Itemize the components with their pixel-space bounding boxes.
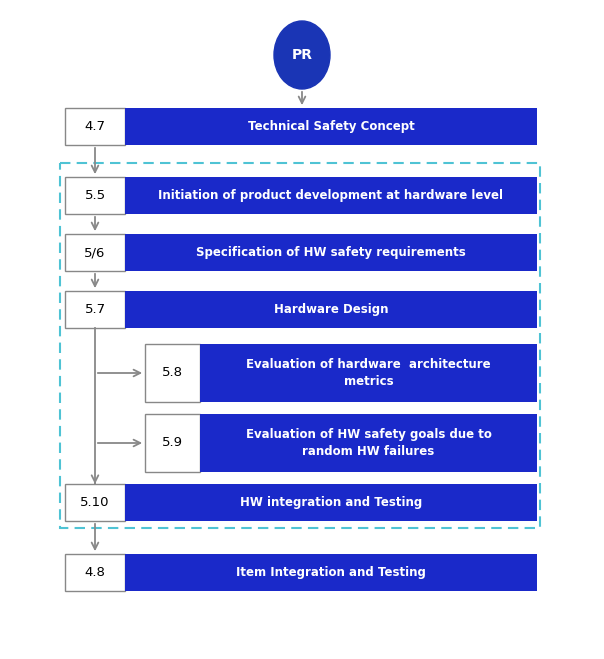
Bar: [65, 484, 125, 521]
Bar: [65, 554, 125, 591]
Bar: [65, 108, 125, 145]
Text: 5.7: 5.7: [85, 303, 106, 316]
Bar: [60, 163, 540, 528]
Text: Technical Safety Concept: Technical Safety Concept: [248, 120, 414, 133]
Text: Initiation of product development at hardware level: Initiation of product development at har…: [158, 189, 504, 202]
Text: PR: PR: [292, 48, 312, 62]
Bar: [125, 291, 537, 328]
Text: 4.8: 4.8: [85, 566, 106, 579]
Bar: [125, 554, 537, 591]
Text: Evaluation of HW safety goals due to
random HW failures: Evaluation of HW safety goals due to ran…: [246, 428, 492, 458]
Text: Specification of HW safety requirements: Specification of HW safety requirements: [196, 246, 466, 259]
Text: 5/6: 5/6: [85, 246, 106, 259]
Bar: [65, 234, 125, 271]
Text: Evaluation of hardware  architecture
metrics: Evaluation of hardware architecture metr…: [246, 358, 491, 388]
Bar: [200, 414, 537, 472]
Text: 4.7: 4.7: [85, 120, 106, 133]
Text: 5.5: 5.5: [85, 189, 106, 202]
Bar: [125, 234, 537, 271]
Bar: [145, 344, 200, 402]
Bar: [125, 108, 537, 145]
Text: Item Integration and Testing: Item Integration and Testing: [236, 566, 426, 579]
Bar: [125, 177, 537, 214]
Bar: [65, 291, 125, 328]
Ellipse shape: [274, 21, 330, 89]
Bar: [125, 484, 537, 521]
Text: Hardware Design: Hardware Design: [274, 303, 388, 316]
Bar: [145, 414, 200, 472]
Text: 5.9: 5.9: [162, 436, 183, 449]
Bar: [200, 344, 537, 402]
Bar: [65, 177, 125, 214]
Text: 5.10: 5.10: [80, 496, 110, 509]
Text: 5.8: 5.8: [162, 366, 183, 380]
Text: HW integration and Testing: HW integration and Testing: [240, 496, 422, 509]
